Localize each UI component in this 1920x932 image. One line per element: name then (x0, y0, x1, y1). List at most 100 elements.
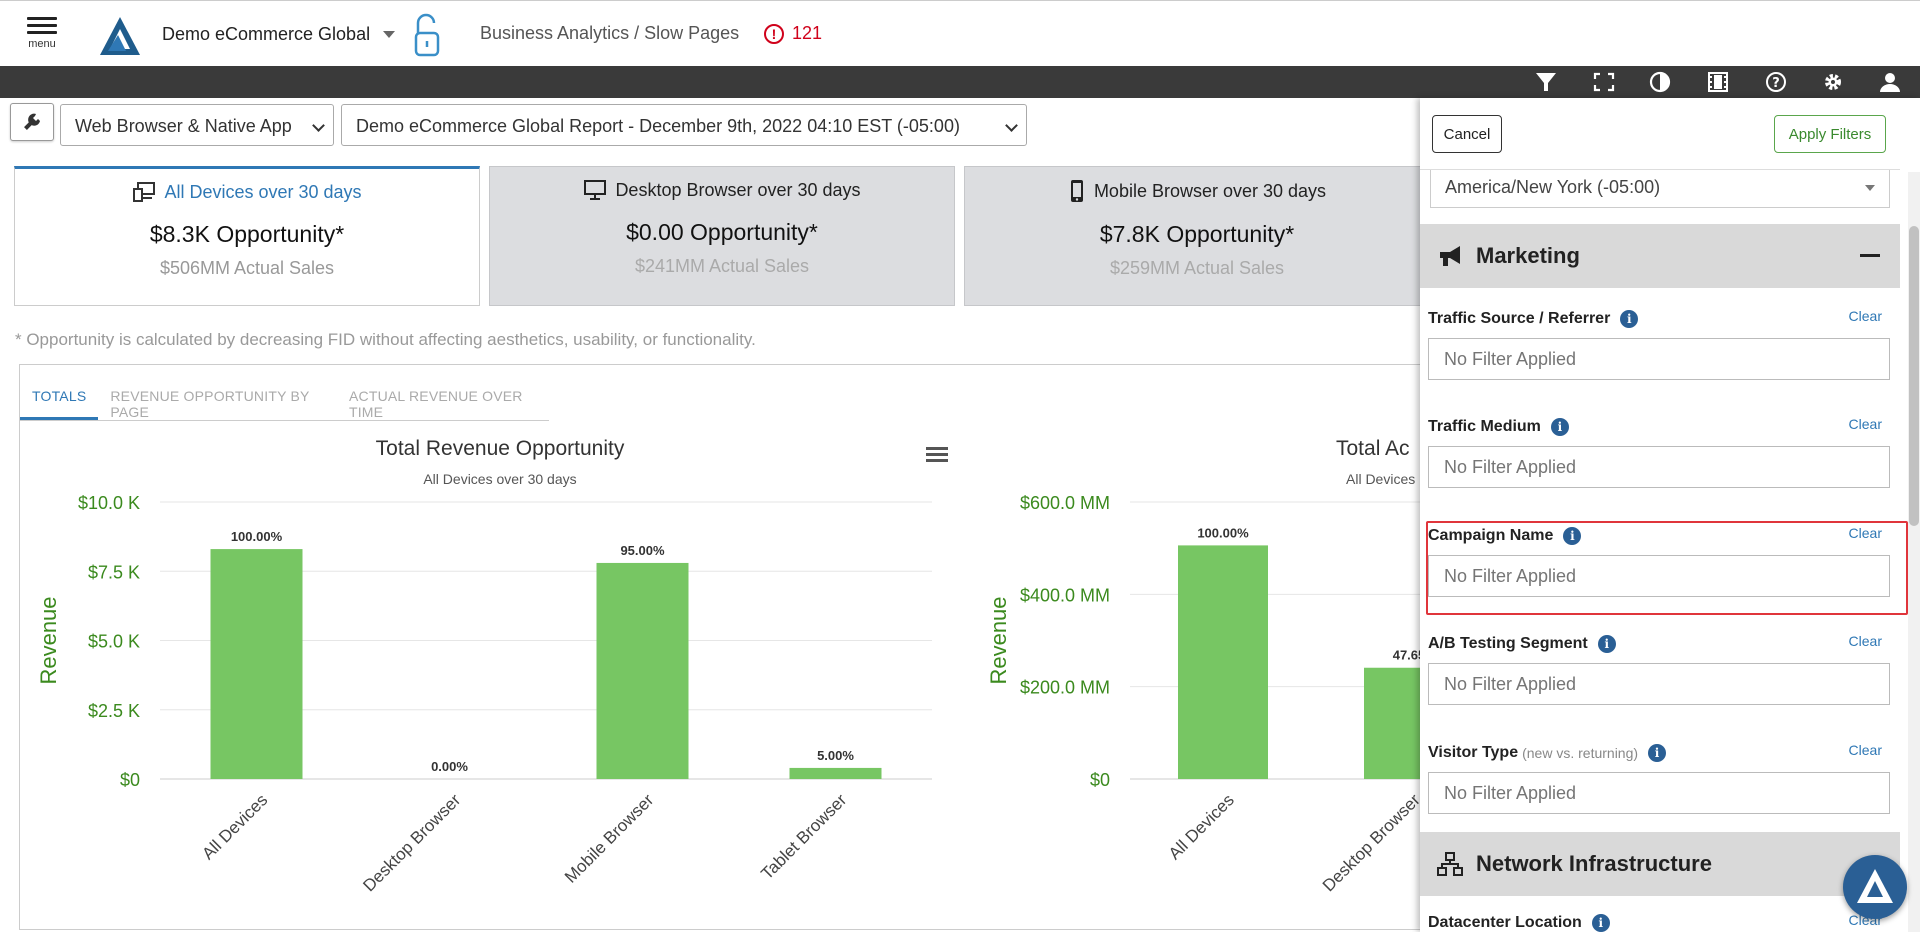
drawer-scrollbar-thumb[interactable] (1909, 226, 1919, 526)
hamburger-icon-bar (27, 24, 57, 27)
bar (789, 767, 882, 779)
card-opportunity: $8.3K Opportunity* (149, 221, 345, 247)
chart-panel: TOTALS REVENUE OPPORTUNITY BY PAGE ACTUA… (19, 364, 1500, 930)
chart-tabs: TOTALS REVENUE OPPORTUNITY BY PAGE ACTUA… (20, 365, 549, 421)
platform-select-value: Web Browser & Native App (75, 116, 292, 136)
user-icon[interactable] (1878, 71, 1902, 93)
filter-icon[interactable] (1534, 71, 1558, 93)
x-tick-label: Desktop Browser (1319, 790, 1424, 895)
chart-2-title: Total Ac (1336, 437, 1410, 460)
help-icon[interactable]: ? (1764, 71, 1788, 93)
top-header: menu Demo eCommerce Global Business Anal… (0, 0, 1920, 66)
opportunity-footnote: * Opportunity is calculated by decreasin… (15, 330, 756, 349)
bar (210, 549, 303, 779)
hamburger-icon-bar (27, 31, 57, 34)
y-tick-label: $600.0 MM (1020, 493, 1110, 513)
filter-campaign-name: Campaign Name i Clear (1428, 525, 1890, 597)
data-label: 5.00% (817, 748, 854, 763)
settings-wrench-button[interactable] (10, 103, 54, 141)
org-dropdown-icon[interactable] (383, 31, 395, 38)
org-name[interactable]: Demo eCommerce Global (162, 24, 371, 44)
traffic-medium-input[interactable] (1428, 446, 1890, 488)
chevron-down-icon (1005, 119, 1018, 132)
filter-label: Datacenter Location (1428, 914, 1582, 931)
report-select[interactable]: Demo eCommerce Global Report - December … (341, 104, 1027, 146)
x-tick-label: Desktop Browser (359, 790, 464, 895)
apply-filters-button[interactable]: Apply Filters (1774, 115, 1886, 153)
y-axis-label: Revenue (986, 596, 1011, 684)
chart-menu-icon[interactable] (926, 445, 948, 463)
filter-label: Traffic Medium (1428, 418, 1541, 435)
info-icon[interactable]: i (1648, 744, 1667, 762)
alert-indicator[interactable]: ! 121 (764, 23, 822, 44)
info-icon[interactable]: i (1550, 418, 1569, 436)
card-mobile-browser[interactable]: Mobile Browser over 30 days $7.8K Opport… (964, 166, 1430, 306)
fullscreen-icon[interactable] (1592, 71, 1616, 93)
bar (1178, 545, 1268, 779)
info-icon[interactable]: i (1597, 635, 1616, 653)
timezone-select[interactable]: America/New York (-05:00) (1430, 170, 1890, 208)
card-sales: $506MM Actual Sales (159, 258, 335, 278)
cancel-button[interactable]: Cancel (1432, 115, 1502, 153)
ab-testing-segment-input[interactable] (1428, 663, 1890, 705)
section-title: Network Infrastructure (1476, 851, 1712, 876)
collapse-icon[interactable] (1860, 254, 1880, 257)
y-tick-label: $5.0 K (88, 632, 140, 652)
brand-logo-icon[interactable] (96, 15, 144, 57)
clear-link[interactable]: Clear (1848, 416, 1882, 432)
platform-select[interactable]: Web Browser & Native App (60, 104, 334, 146)
card-opportunity: $7.8K Opportunity* (1099, 221, 1295, 247)
card-desktop-browser[interactable]: Desktop Browser over 30 days $0.00 Oppor… (489, 166, 955, 306)
card-all-devices[interactable]: All Devices over 30 days $8.3K Opportuni… (14, 166, 480, 306)
menu-button[interactable]: menu (22, 13, 62, 63)
y-tick-label: $200.0 MM (1020, 678, 1110, 698)
unlock-icon[interactable] (412, 13, 442, 57)
breadcrumb[interactable]: Business Analytics / Slow Pages (480, 23, 740, 43)
network-icon (1437, 852, 1463, 876)
svg-text:?: ? (1772, 76, 1780, 91)
caret-down-icon (1865, 185, 1875, 191)
filter-label: Traffic Source / Referrer (1428, 310, 1611, 327)
filter-drawer: Cancel Apply Filters America/New York (-… (1420, 98, 1920, 932)
wrench-icon (24, 113, 40, 130)
traffic-source-input[interactable] (1428, 338, 1890, 380)
data-label: 0.00% (431, 759, 468, 774)
clear-link[interactable]: Clear (1848, 633, 1882, 649)
menu-label: menu (28, 38, 56, 50)
info-icon[interactable]: i (1620, 310, 1639, 328)
y-tick-label: $10.0 K (78, 493, 140, 513)
filter-label: Visitor Type (1428, 744, 1519, 761)
megaphone-icon (1440, 246, 1460, 266)
revenue-opportunity-chart: $0 $2.5 K $5.0 K $7.5 K $10.0 K Revenue 100.00… (36, 493, 932, 895)
data-label: 100.00% (231, 529, 283, 544)
info-icon[interactable]: i (1591, 914, 1610, 932)
clear-link[interactable]: Clear (1848, 525, 1882, 541)
mobile-phone-icon (1070, 180, 1083, 202)
y-tick-label: $2.5 K (88, 701, 140, 721)
data-label: 95.00% (620, 543, 665, 558)
brand-logo-icon (1857, 869, 1893, 903)
clear-link[interactable]: Clear (1848, 308, 1882, 324)
campaign-name-input[interactable] (1428, 555, 1890, 597)
section-marketing[interactable]: Marketing (1420, 224, 1900, 288)
tab-totals[interactable]: TOTALS (20, 365, 99, 420)
filter-visitor-type: Visitor Type (new vs. returning) i Clear (1428, 742, 1890, 814)
info-icon[interactable]: i (1563, 527, 1582, 545)
tab-actual-revenue-over-time[interactable]: ACTUAL REVENUE OVER TIME (348, 388, 523, 420)
visitor-type-input[interactable] (1428, 772, 1890, 814)
tab-revenue-opportunity-by-page[interactable]: REVENUE OPPORTUNITY BY PAGE (110, 388, 310, 420)
filter-datacenter-location: Datacenter Location i Clear (1428, 912, 1890, 932)
card-title: Mobile Browser over 30 days (1093, 180, 1327, 201)
hamburger-icon (27, 17, 57, 20)
devices-icon (133, 182, 156, 202)
film-icon[interactable] (1706, 71, 1730, 93)
chart-2-subtitle: All Devices (1346, 471, 1416, 487)
timezone-value: America/New York (-05:00) (1445, 177, 1661, 197)
section-network-infrastructure[interactable]: Network Infrastructure (1420, 832, 1900, 896)
gear-icon[interactable] (1821, 71, 1845, 93)
clear-link[interactable]: Clear (1848, 742, 1882, 758)
help-chat-button[interactable] (1843, 855, 1907, 919)
card-title: All Devices over 30 days (164, 181, 362, 202)
alert-icon: ! (764, 23, 784, 44)
contrast-icon[interactable] (1648, 71, 1672, 93)
